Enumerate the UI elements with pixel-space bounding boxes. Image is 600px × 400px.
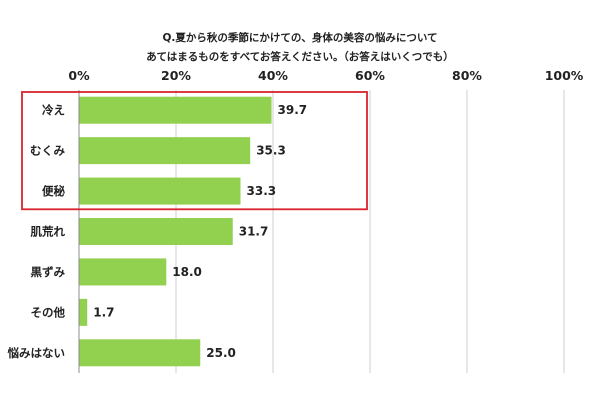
x-tick-label: 40% <box>258 68 288 83</box>
data-label: 25.0 <box>206 346 236 360</box>
data-label: 18.0 <box>172 265 202 279</box>
x-tick-label: 0% <box>68 68 90 83</box>
bar <box>79 177 241 205</box>
category-label: 肌荒れ <box>31 225 66 239</box>
bar <box>79 339 201 367</box>
data-label: 39.7 <box>278 103 308 117</box>
category-label: その他 <box>31 305 66 319</box>
highlight-box <box>21 91 368 211</box>
data-label: 33.3 <box>247 184 277 198</box>
x-tick-label: 20% <box>161 68 191 83</box>
axes: 0% 20% 40% 60% 80% 100% <box>68 68 584 373</box>
bar <box>79 258 167 286</box>
data-label: 35.3 <box>256 144 286 158</box>
labels: 冷え 39.7 むくみ 35.3 便秘 33.3 肌荒れ 31.7 黒ずみ 18.0 その他 1.7 悩… <box>7 91 368 360</box>
bars <box>79 96 272 367</box>
x-tick-label: 100% <box>545 68 584 83</box>
x-tick-label: 60% <box>355 68 385 83</box>
bar <box>79 137 251 165</box>
category-label: 便秘 <box>42 184 65 198</box>
chart-title: Q.夏から秋の季節にかけての、身体の美容の悩みについて あてはまるものをすべてお… <box>146 31 454 63</box>
bar <box>79 218 233 245</box>
bar <box>79 96 272 124</box>
bar <box>79 298 88 326</box>
category-label: 冷え <box>42 103 65 117</box>
chart-title-line-1: Q.夏から秋の季節にかけての、身体の美容の悩みについて <box>162 31 437 44</box>
x-tick-label: 80% <box>452 68 482 83</box>
category-label: 黒ずみ <box>31 265 66 279</box>
data-label: 31.7 <box>239 225 269 239</box>
category-label: むくみ <box>30 144 65 158</box>
grid-lines <box>175 90 565 373</box>
chart-title-line-2: あてはまるものをすべてお答えください。（お答えはいくつでも） <box>146 50 454 63</box>
category-label: 悩みはない <box>7 346 66 360</box>
data-label: 1.7 <box>93 305 114 319</box>
